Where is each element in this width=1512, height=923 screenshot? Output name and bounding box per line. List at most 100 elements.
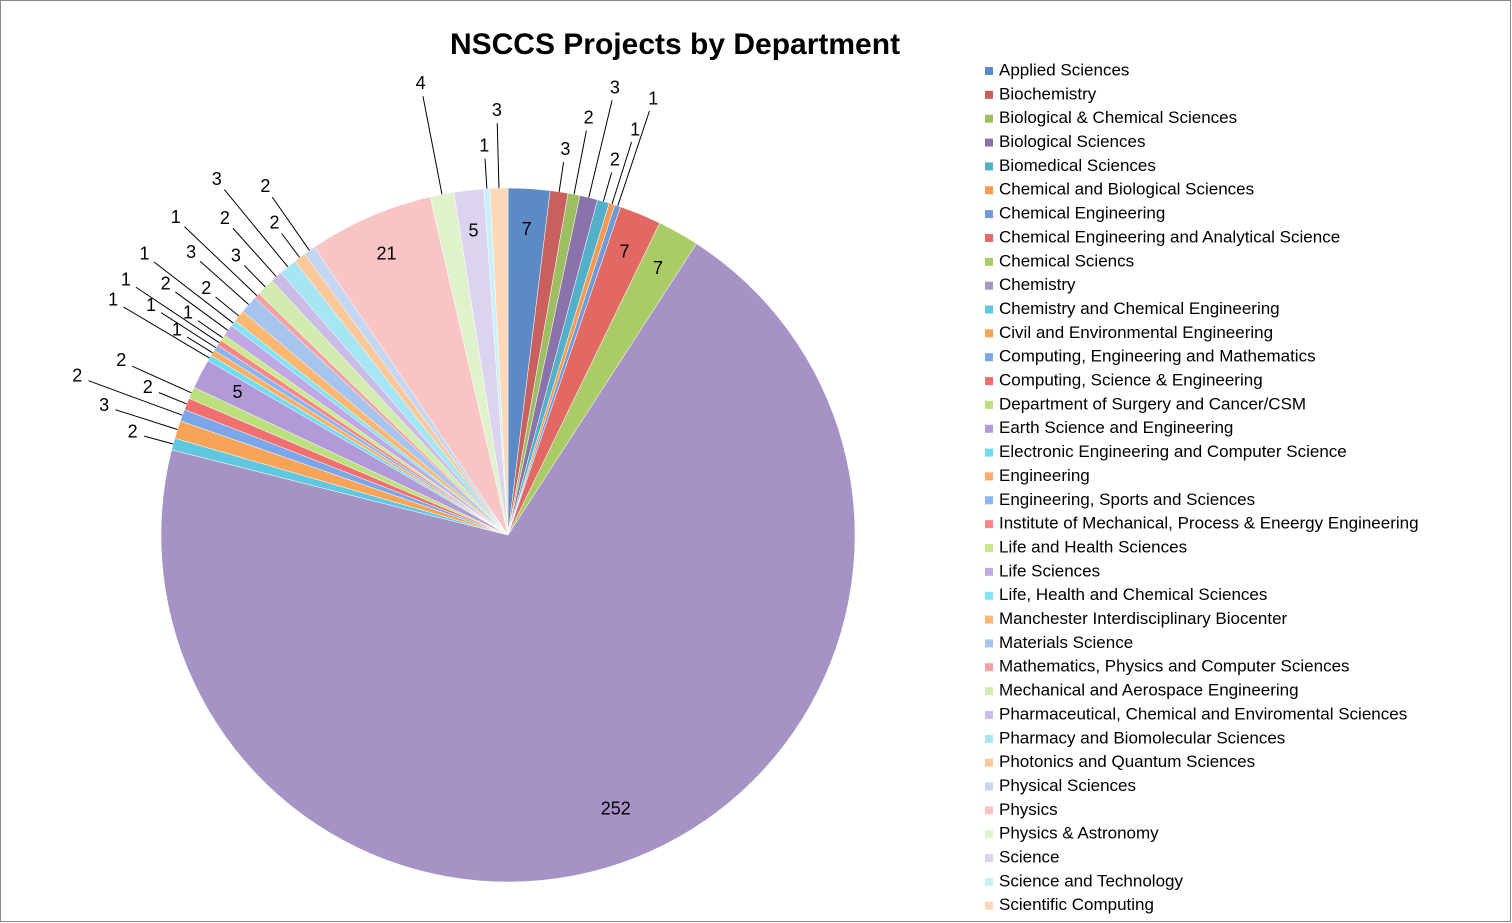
legend-swatch bbox=[985, 472, 993, 481]
legend-label: Life and Health Sciences bbox=[999, 537, 1187, 556]
legend-label: Chemistry bbox=[999, 275, 1076, 294]
legend-label: Chemistry and Chemical Engineering bbox=[999, 299, 1280, 318]
legend-label: Computing, Science & Engineering bbox=[999, 371, 1263, 390]
legend-swatch bbox=[985, 782, 993, 791]
data-label: 252 bbox=[601, 798, 631, 818]
legend-label: Life, Health and Chemical Sciences bbox=[999, 585, 1267, 604]
legend-label: Biomedical Sciences bbox=[999, 156, 1156, 175]
legend-swatch bbox=[985, 520, 993, 529]
data-label: 2 bbox=[610, 150, 620, 170]
legend-swatch bbox=[985, 687, 993, 696]
data-label: 5 bbox=[233, 382, 243, 402]
data-label: 1 bbox=[146, 295, 156, 315]
legend-label: Scientific Computing bbox=[999, 895, 1154, 914]
data-label: 2 bbox=[143, 377, 153, 397]
legend-swatch bbox=[985, 615, 993, 624]
leader-line bbox=[215, 296, 240, 317]
data-label: 3 bbox=[186, 242, 196, 262]
leader-line bbox=[484, 158, 488, 189]
leader-line bbox=[422, 96, 443, 195]
legend-swatch bbox=[985, 901, 993, 910]
legend-label: Earth Science and Engineering bbox=[999, 418, 1233, 437]
legend-label: Mathematics, Physics and Computer Scienc… bbox=[999, 657, 1350, 676]
leader-line bbox=[197, 320, 223, 339]
data-label: 1 bbox=[140, 243, 150, 263]
leader-line bbox=[175, 291, 229, 331]
data-label: 1 bbox=[479, 135, 489, 155]
leader-line bbox=[144, 435, 174, 445]
pie-slice bbox=[489, 187, 509, 536]
data-label: 1 bbox=[121, 269, 131, 289]
legend-label: Physics & Astronomy bbox=[999, 824, 1159, 843]
legend-label: Chemical Engineering and Analytical Scie… bbox=[999, 227, 1340, 246]
data-label: 3 bbox=[610, 77, 620, 97]
leader-line bbox=[135, 286, 220, 344]
legend-label: Applied Sciences bbox=[999, 60, 1129, 79]
leader-line bbox=[558, 162, 565, 192]
leader-line bbox=[243, 265, 266, 288]
legend-label: Materials Science bbox=[999, 633, 1133, 652]
legend-swatch bbox=[985, 233, 993, 242]
legend-label: Department of Surgery and Cancer/CSM bbox=[999, 394, 1306, 413]
leader-line bbox=[232, 227, 277, 277]
data-label: 1 bbox=[183, 303, 193, 323]
leader-line bbox=[588, 100, 613, 198]
leader-line bbox=[496, 123, 500, 189]
data-label: 3 bbox=[212, 169, 222, 189]
data-label: 2 bbox=[128, 422, 138, 442]
legend-label: Physics bbox=[999, 800, 1058, 819]
legend-swatch bbox=[985, 67, 993, 75]
legend-swatch bbox=[985, 210, 993, 219]
legend-swatch bbox=[985, 496, 993, 505]
leader-line bbox=[158, 392, 187, 405]
leader-line bbox=[184, 226, 258, 296]
data-label: 2 bbox=[72, 365, 82, 385]
legend-swatch bbox=[985, 544, 993, 552]
legend-label: Engineering bbox=[999, 466, 1090, 485]
legend-swatch bbox=[985, 806, 993, 815]
legend-swatch bbox=[985, 186, 993, 195]
data-label: 1 bbox=[172, 320, 182, 340]
legend-swatch bbox=[985, 400, 993, 409]
legend-swatch bbox=[985, 353, 993, 362]
leader-line bbox=[281, 233, 301, 258]
data-label: 7 bbox=[620, 242, 630, 262]
data-label: 2 bbox=[201, 278, 211, 298]
data-label: 2 bbox=[584, 107, 594, 127]
legend-swatch bbox=[985, 377, 993, 386]
data-label: 2 bbox=[161, 274, 171, 294]
data-label: 3 bbox=[560, 139, 570, 159]
data-label: 4 bbox=[416, 73, 426, 93]
legend-label: Institute of Mechanical, Process & Eneer… bbox=[999, 514, 1419, 533]
legend-swatch bbox=[985, 329, 993, 338]
legend-swatch bbox=[985, 877, 993, 886]
legend-swatch bbox=[985, 591, 993, 600]
data-label: 2 bbox=[260, 176, 270, 196]
leader-line bbox=[88, 380, 183, 416]
leader-line bbox=[186, 336, 213, 354]
leader-line bbox=[160, 312, 217, 349]
legend-label: Chemical Sciencs bbox=[999, 251, 1134, 270]
legend-swatch bbox=[985, 734, 993, 743]
legend-label: Civil and Environmental Engineering bbox=[999, 323, 1273, 342]
data-label: 1 bbox=[630, 119, 640, 139]
legend-label: Biochemistry bbox=[999, 84, 1097, 103]
legend-label: Biological Sciences bbox=[999, 132, 1145, 151]
legend-label: Computing, Engineering and Mathematics bbox=[999, 347, 1316, 366]
legend-swatch bbox=[985, 114, 993, 123]
leader-line bbox=[153, 261, 234, 324]
legend-swatch bbox=[985, 138, 993, 147]
chart-title: NSCCS Projects by Department bbox=[450, 28, 900, 61]
data-label: 21 bbox=[377, 244, 397, 264]
legend-label: Life Sciences bbox=[999, 561, 1100, 580]
legend-swatch bbox=[985, 424, 993, 433]
legend-label: Mechanical and Aerospace Engineering bbox=[999, 681, 1299, 700]
leader-line bbox=[611, 141, 633, 205]
data-label: 2 bbox=[269, 213, 279, 233]
data-label: 3 bbox=[99, 395, 109, 415]
legend-label: Science bbox=[999, 848, 1059, 867]
legend-swatch bbox=[985, 90, 993, 99]
legend-swatch bbox=[985, 854, 993, 863]
leader-line bbox=[123, 306, 210, 359]
